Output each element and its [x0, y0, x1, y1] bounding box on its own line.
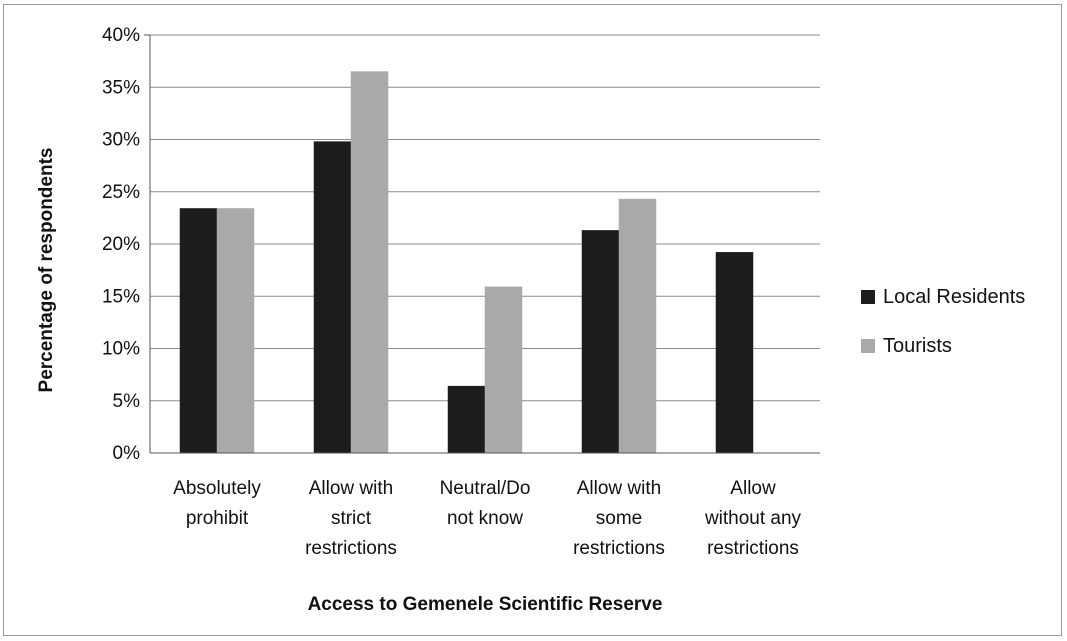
y-tick-label: 0% — [113, 443, 141, 464]
bar-local-residents — [715, 252, 754, 454]
y-tick-label: 35% — [102, 77, 140, 98]
x-category-label: Absolutely prohibit — [173, 478, 261, 529]
bar-tourists — [484, 286, 523, 454]
axes — [144, 34, 820, 454]
y-tick-label: 20% — [102, 234, 140, 255]
x-axis-title: Access to Gemenele Scientific Reserve — [308, 594, 663, 615]
bar-local-residents — [313, 141, 352, 454]
y-tick-label: 15% — [102, 286, 140, 307]
y-tick-label: 10% — [102, 339, 140, 360]
y-tick-label: 40% — [102, 25, 140, 46]
y-tick-label: 30% — [102, 130, 140, 151]
bar-tourists — [216, 208, 255, 454]
legend-swatch — [861, 339, 875, 353]
y-tick-label: 5% — [113, 391, 141, 412]
bar-local-residents — [581, 230, 620, 454]
y-tick-label: 25% — [102, 182, 140, 203]
y-tick-labels: 0% 5% 10% 15% 20% 25% 30% 35% 40% — [102, 25, 140, 464]
legend-label: Tourists — [883, 335, 952, 357]
x-category-labels: Absolutely prohibit Allow with strict restri… — [173, 478, 801, 559]
legend-label: Local Residents — [883, 286, 1025, 308]
legend-swatch — [861, 290, 875, 304]
bar-tourists — [618, 198, 657, 454]
y-axis-title: Percentage of respondents — [36, 148, 57, 393]
bar-tourists — [350, 71, 389, 454]
bars — [179, 71, 754, 454]
chart-frame — [3, 4, 1062, 636]
x-category-label: Allow with strict restrictions — [305, 478, 397, 559]
x-category-label: Allow without any restrictions — [704, 478, 802, 559]
bar-local-residents — [179, 208, 218, 454]
gridlines — [150, 34, 820, 402]
bar-local-residents — [447, 385, 486, 454]
x-category-label: Allow with some restrictions — [573, 478, 665, 559]
legend: Local Residents Tourists — [861, 286, 1025, 357]
x-category-label: Neutral/Do not know — [440, 478, 531, 529]
